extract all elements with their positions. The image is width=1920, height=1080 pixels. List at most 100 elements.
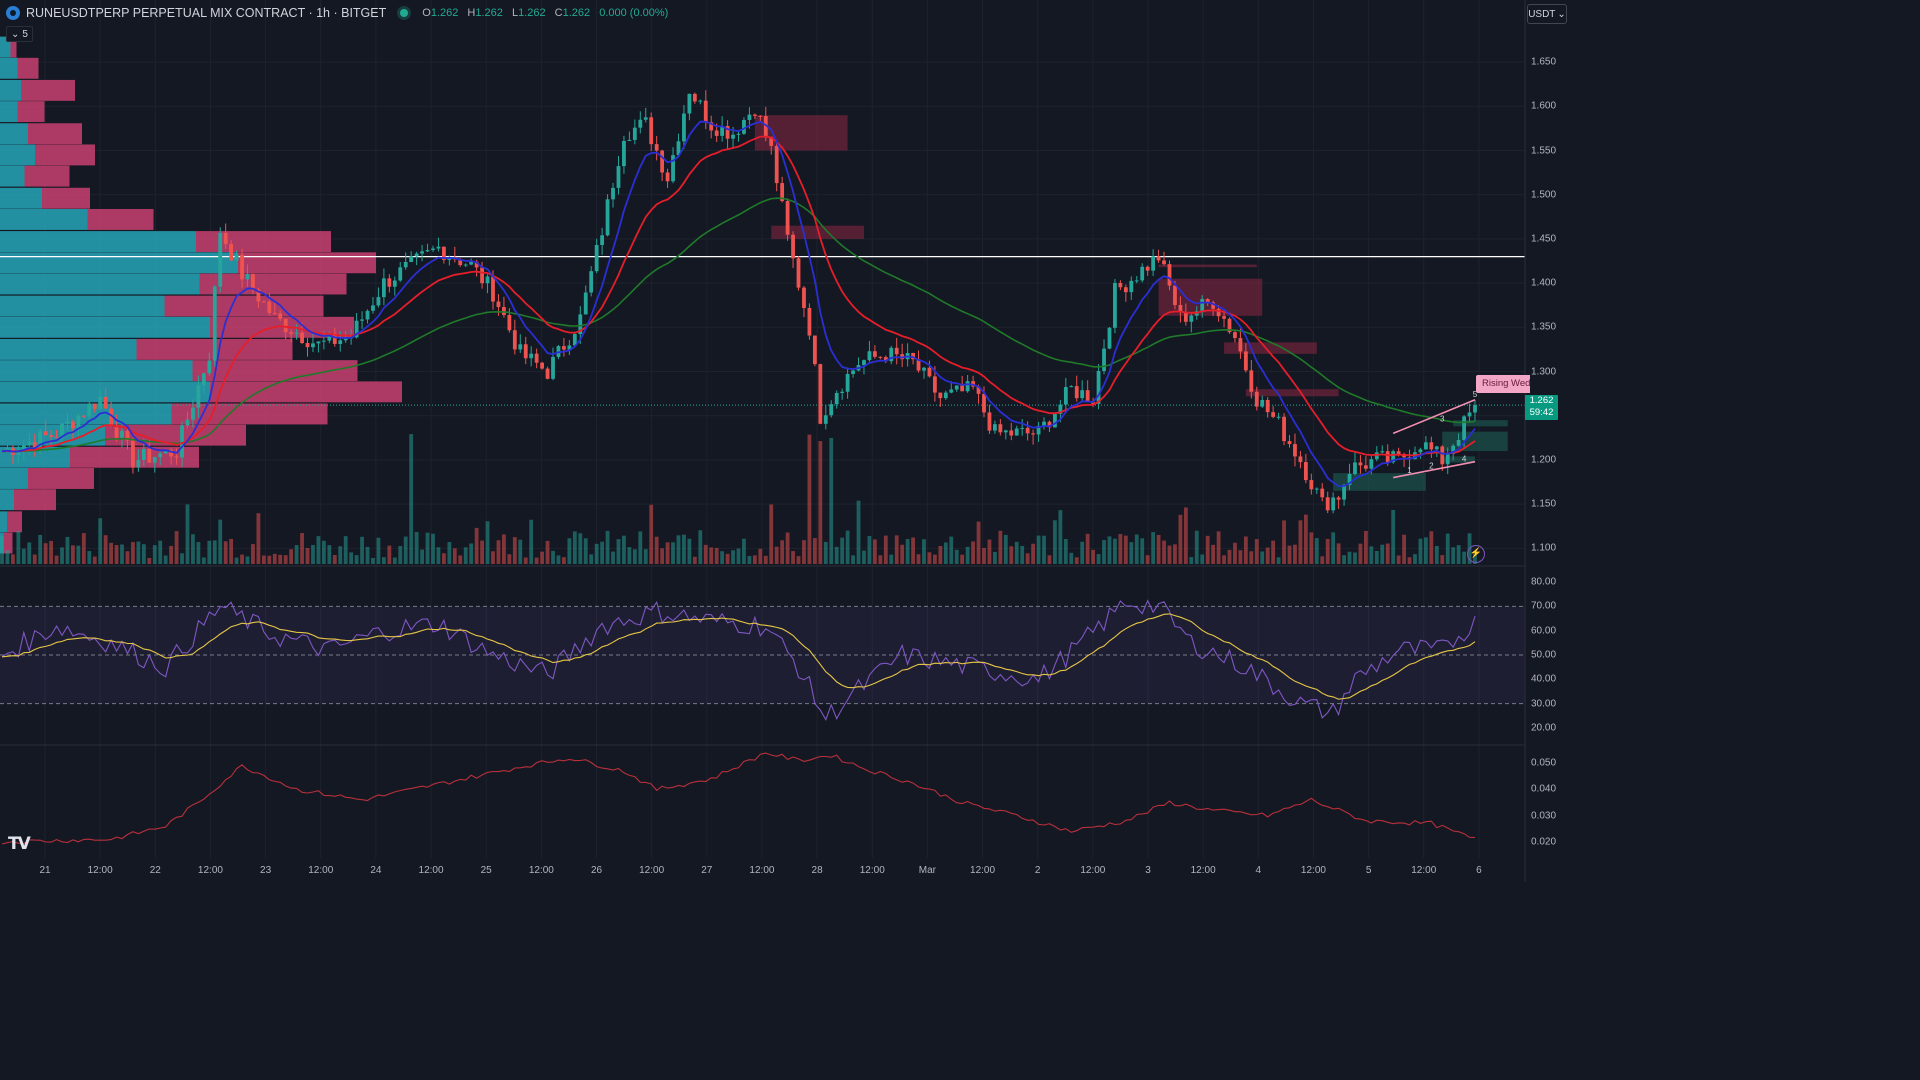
rsi-tick-label: 20.00 bbox=[1531, 722, 1557, 734]
volume-bar bbox=[387, 545, 392, 564]
volume-bar bbox=[1434, 545, 1439, 564]
volume-bar bbox=[311, 544, 315, 564]
candle-body bbox=[731, 134, 735, 139]
candle-body bbox=[180, 425, 184, 458]
candle-body bbox=[583, 292, 588, 315]
candle-body bbox=[338, 340, 343, 344]
volume-profile-buy-bar bbox=[0, 209, 88, 230]
volume-bar bbox=[583, 538, 588, 564]
volume-bar bbox=[360, 536, 364, 564]
pattern-label[interactable]: Rising Wedge bbox=[1476, 375, 1530, 393]
candle-body bbox=[1249, 370, 1254, 392]
volatility-tick-label: 0.040 bbox=[1531, 783, 1557, 795]
volume-bar bbox=[1320, 556, 1325, 564]
volume-bar bbox=[872, 539, 877, 564]
volume-bar bbox=[11, 554, 15, 564]
currency-select[interactable]: USDT ⌄ bbox=[1527, 4, 1567, 24]
volume-bar bbox=[594, 543, 599, 564]
volume-bar bbox=[1303, 514, 1308, 564]
volume-bar bbox=[1271, 540, 1276, 564]
volume-bar bbox=[649, 504, 654, 564]
tradingview-logo[interactable]: TV bbox=[8, 834, 31, 854]
volume-bar bbox=[687, 538, 692, 564]
chart-background bbox=[0, 0, 1568, 882]
price-tick-label: 1.550 bbox=[1531, 145, 1557, 156]
candle-body bbox=[1363, 465, 1368, 469]
volume-bar bbox=[1353, 552, 1357, 564]
candle-body bbox=[92, 403, 97, 410]
candle-body bbox=[278, 313, 283, 319]
candle-body bbox=[32, 442, 37, 449]
volume-bar bbox=[81, 533, 86, 564]
volume-bar bbox=[752, 555, 757, 564]
currency-label: USDT bbox=[1528, 8, 1556, 20]
volume-bar bbox=[316, 536, 321, 564]
rsi-pane bbox=[0, 599, 1525, 722]
volatility-tick-label: 0.050 bbox=[1531, 757, 1557, 769]
candle-body bbox=[387, 278, 392, 287]
candle-body bbox=[758, 115, 763, 117]
time-tick-label: 23 bbox=[260, 865, 272, 876]
candle-body bbox=[1009, 430, 1014, 436]
volume-bar bbox=[1031, 543, 1036, 564]
indicators-collapse-button[interactable]: ⌄ 5 bbox=[6, 26, 33, 42]
volume-bar bbox=[1211, 544, 1216, 564]
volume-bar bbox=[987, 539, 992, 564]
volume-bar bbox=[289, 549, 294, 564]
volume-bar bbox=[321, 540, 326, 564]
candle-body bbox=[196, 385, 201, 408]
volume-bar bbox=[1020, 545, 1025, 564]
volume-bar bbox=[338, 546, 343, 564]
volume-bar bbox=[807, 434, 812, 564]
time-tick-label: 4 bbox=[1255, 865, 1262, 876]
volume-bar bbox=[1413, 554, 1417, 564]
volume-bar bbox=[0, 535, 4, 564]
volume-bar bbox=[1456, 545, 1461, 564]
candle-body bbox=[791, 234, 795, 259]
volume-bar bbox=[1331, 532, 1336, 564]
rising-wedge-pattern[interactable]: 1 2 3 4 5 bbox=[1392, 390, 1478, 479]
candle-body bbox=[49, 435, 54, 437]
candle-body bbox=[551, 356, 555, 379]
symbol-title[interactable]: RUNEUSDTPERP PERPETUAL MIX CONTRACT · 1h… bbox=[26, 6, 387, 20]
volume-bar bbox=[654, 536, 659, 564]
candle-body bbox=[136, 459, 141, 468]
candle-body bbox=[529, 353, 534, 359]
candle-body bbox=[911, 353, 915, 360]
volume-bar bbox=[1102, 540, 1106, 564]
candle-body bbox=[578, 314, 583, 335]
volume-bar bbox=[131, 542, 135, 564]
time-tick-label: 12:00 bbox=[1080, 865, 1106, 876]
symbol-logo-icon[interactable] bbox=[6, 6, 20, 20]
lightning-icon[interactable]: ⚡ bbox=[1467, 545, 1485, 563]
volume-profile-buy-bar bbox=[0, 57, 18, 79]
market-status-dot-icon[interactable] bbox=[400, 9, 409, 17]
candle-body bbox=[927, 367, 932, 377]
wedge-point-label: 5 bbox=[1473, 390, 1478, 399]
candle-body bbox=[305, 343, 310, 348]
volume-bar bbox=[916, 554, 921, 564]
candle-body bbox=[1380, 451, 1385, 453]
volume-bar bbox=[207, 540, 212, 564]
volume-profile-sell-bar bbox=[210, 381, 402, 403]
volume-bar bbox=[1009, 546, 1014, 564]
candle-body bbox=[687, 93, 692, 114]
rsi-tick-label: 70.00 bbox=[1531, 600, 1557, 612]
volume-bar bbox=[927, 552, 932, 564]
volume-bar bbox=[1445, 533, 1450, 564]
volume-bar bbox=[1462, 551, 1466, 564]
candle-body bbox=[572, 334, 577, 346]
candle-body bbox=[1418, 449, 1423, 453]
candle-body bbox=[1254, 391, 1259, 407]
volume-bar bbox=[709, 547, 714, 564]
volume-bar bbox=[758, 548, 763, 564]
candle-body bbox=[643, 117, 648, 120]
volume-bar bbox=[993, 551, 997, 564]
volume-bar bbox=[54, 555, 59, 564]
volume-bar bbox=[114, 545, 119, 564]
candle-body bbox=[567, 345, 572, 350]
volume-bar bbox=[829, 437, 834, 564]
volume-bar bbox=[851, 555, 855, 564]
volume-bar bbox=[1309, 532, 1314, 564]
